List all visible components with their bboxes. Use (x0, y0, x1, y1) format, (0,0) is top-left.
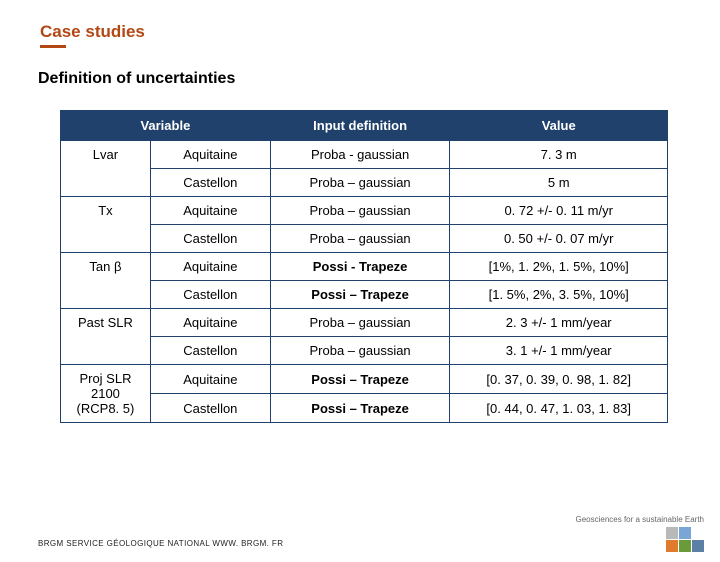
page-title: Case studies (40, 22, 720, 42)
logo-square (679, 527, 691, 539)
cell-location: Castellon (150, 337, 270, 365)
table-row: LvarAquitaineProba - gaussian7. 3 m (61, 141, 668, 169)
cell-input-definition: Proba - gaussian (270, 141, 450, 169)
cell-location: Aquitaine (150, 197, 270, 225)
logo-square (666, 540, 678, 552)
section-title: Definition of uncertainties (38, 70, 720, 88)
table-row: TxAquitaineProba – gaussian0. 72 +/- 0. … (61, 197, 668, 225)
cell-value: 7. 3 m (450, 141, 668, 169)
cell-location: Castellon (150, 394, 270, 423)
cell-value: 0. 50 +/- 0. 07 m/yr (450, 225, 668, 253)
logo-tagline: Geosciences for a sustainable Earth (575, 515, 704, 524)
cell-variable: Past SLR (61, 309, 151, 365)
footer-text: BRGM SERVICE GÉOLOGIQUE NATIONAL WWW. BR… (38, 539, 283, 548)
cell-value: 5 m (450, 169, 668, 197)
cell-input-definition: Possi – Trapeze (270, 394, 450, 423)
cell-variable: Tx (61, 197, 151, 253)
table-row: Past SLRAquitaineProba – gaussian2. 3 +/… (61, 309, 668, 337)
logo-square (666, 527, 678, 539)
title-underline (40, 45, 66, 48)
cell-variable: Tan β (61, 253, 151, 309)
cell-input-definition: Proba – gaussian (270, 225, 450, 253)
cell-variable: Lvar (61, 141, 151, 197)
cell-location: Aquitaine (150, 253, 270, 281)
cell-input-definition: Proba – gaussian (270, 197, 450, 225)
table-row: CastellonPossi – Trapeze[1. 5%, 2%, 3. 5… (61, 281, 668, 309)
table-header-row: Variable Input definition Value (61, 111, 668, 141)
cell-input-definition: Possi - Trapeze (270, 253, 450, 281)
cell-input-definition: Proba – gaussian (270, 337, 450, 365)
cell-value: [0. 44, 0. 47, 1. 03, 1. 83] (450, 394, 668, 423)
cell-value: [1%, 1. 2%, 1. 5%, 10%] (450, 253, 668, 281)
cell-input-definition: Proba – gaussian (270, 169, 450, 197)
uncertainties-table-wrap: Variable Input definition Value LvarAqui… (60, 110, 668, 423)
cell-location: Castellon (150, 281, 270, 309)
table-row: CastellonProba – gaussian5 m (61, 169, 668, 197)
uncertainties-table: Variable Input definition Value LvarAqui… (60, 110, 668, 423)
table-row: Proj SLR 2100 (RCP8. 5)AquitainePossi – … (61, 365, 668, 394)
cell-value: 3. 1 +/- 1 mm/year (450, 337, 668, 365)
cell-value: 0. 72 +/- 0. 11 m/yr (450, 197, 668, 225)
cell-value: 2. 3 +/- 1 mm/year (450, 309, 668, 337)
cell-input-definition: Possi – Trapeze (270, 365, 450, 394)
cell-value: [1. 5%, 2%, 3. 5%, 10%] (450, 281, 668, 309)
cell-location: Aquitaine (150, 365, 270, 394)
col-input-def: Input definition (270, 111, 450, 141)
logo-square (679, 540, 691, 552)
cell-value: [0. 37, 0. 39, 0. 98, 1. 82] (450, 365, 668, 394)
table-row: CastellonPossi – Trapeze[0. 44, 0. 47, 1… (61, 394, 668, 423)
cell-input-definition: Possi – Trapeze (270, 281, 450, 309)
cell-input-definition: Proba – gaussian (270, 309, 450, 337)
logo-square (692, 540, 704, 552)
table-row: CastellonProba – gaussian3. 1 +/- 1 mm/y… (61, 337, 668, 365)
cell-location: Aquitaine (150, 309, 270, 337)
table-row: CastellonProba – gaussian0. 50 +/- 0. 07… (61, 225, 668, 253)
col-variable: Variable (61, 111, 271, 141)
cell-location: Castellon (150, 169, 270, 197)
cell-location: Aquitaine (150, 141, 270, 169)
table-row: Tan βAquitainePossi - Trapeze[1%, 1. 2%,… (61, 253, 668, 281)
col-value: Value (450, 111, 668, 141)
cell-variable: Proj SLR 2100 (RCP8. 5) (61, 365, 151, 423)
cell-location: Castellon (150, 225, 270, 253)
